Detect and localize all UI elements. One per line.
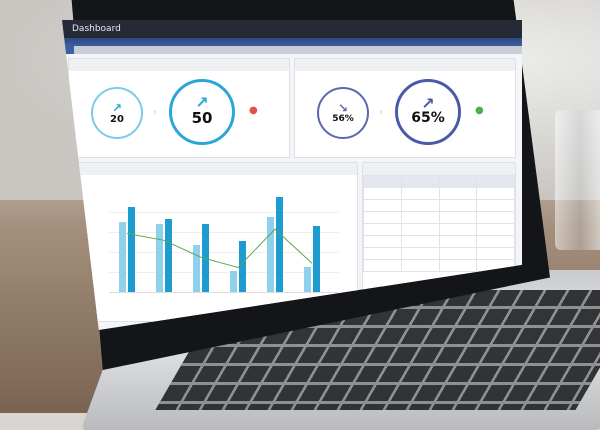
bar-dark: [165, 218, 172, 292]
kpi-prev-ring: ↗ 20: [91, 87, 143, 139]
kpi-current-value: 65%: [411, 110, 445, 126]
bar-chart-panel: [68, 162, 358, 322]
chevron-right-icon: ›: [379, 107, 383, 118]
panel-title: [69, 59, 289, 71]
bar-light: [156, 224, 163, 292]
map-pin-icon: ●: [249, 105, 258, 116]
kpi-current-value: 50: [191, 109, 213, 127]
bar-light: [193, 245, 200, 292]
tab-bar: [62, 46, 522, 54]
table-panel: [362, 162, 516, 322]
bar-dark: [128, 207, 135, 292]
laptop-screen: Dashboard ↗ 20 › ↗ 50 ● ↘ 56% › ↗ 65% ●: [62, 20, 522, 330]
bar-light: [230, 270, 237, 292]
trend-line: [126, 228, 313, 269]
bar-dark: [313, 225, 320, 292]
chevron-right-icon: ›: [153, 107, 157, 118]
bar-light: [119, 222, 126, 292]
bar-chart: [109, 193, 339, 293]
arrow-up-icon: ↗: [421, 94, 435, 113]
navbar: [62, 38, 522, 46]
bar-dark: [202, 224, 209, 292]
arrow-up-icon: ↗: [111, 100, 123, 115]
drinking-glass: [555, 110, 600, 250]
trend-line-path: [126, 228, 313, 269]
kpi-panel-1: ↗ 20 › ↗ 50 ●: [68, 58, 290, 158]
kpi-panel-2: ↘ 56% › ↗ 65% ●: [294, 58, 516, 158]
bar-dark: [276, 196, 283, 292]
bar-dark: [239, 241, 246, 292]
data-table: [363, 175, 515, 272]
kpi-current-ring: ↗ 65%: [395, 79, 461, 145]
arrow-down-icon: ↘: [337, 101, 349, 115]
map-pin-icon: ●: [475, 105, 484, 116]
arrow-up-icon: ↗: [195, 93, 209, 112]
app-titlebar: Dashboard: [62, 20, 522, 38]
panel-title: [69, 163, 357, 175]
kpi-current-ring: ↗ 50: [169, 79, 235, 145]
app-title: Dashboard: [72, 24, 121, 34]
bar-light: [304, 266, 311, 292]
kpi-prev-ring: ↘ 56%: [317, 87, 369, 139]
tab-active[interactable]: [62, 46, 74, 54]
panel-title: [363, 163, 515, 175]
kpi-prev-value: 56%: [332, 114, 354, 124]
bar-light: [267, 217, 274, 292]
panel-title: [295, 59, 515, 71]
kpi-prev-value: 20: [110, 113, 124, 125]
